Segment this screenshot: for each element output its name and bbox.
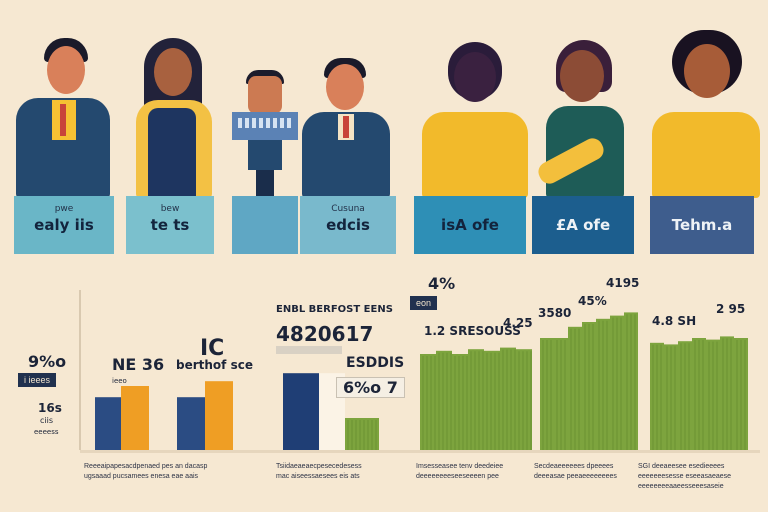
group-2-bar-1-1 bbox=[177, 397, 205, 450]
group-6-bars bbox=[650, 336, 748, 450]
plaque-5: isA ofe bbox=[414, 196, 526, 254]
person-2 bbox=[134, 38, 214, 198]
group4-percent: 4% bbox=[428, 274, 456, 293]
caption-1-line-2: ugsaaad pucsamees enesa eae aais bbox=[84, 473, 199, 480]
group-2-bars bbox=[177, 381, 233, 450]
person-4 bbox=[300, 58, 392, 198]
group4-label-2: 4.25 bbox=[503, 316, 533, 330]
group-1-bars bbox=[95, 386, 149, 450]
caption-1-line-1: Reeeaipapesacdpenaed pes an dacasp bbox=[84, 463, 208, 470]
caption-5: SGI deeaeesee esedieeees eeeeeeesesse es… bbox=[638, 462, 731, 492]
group-4-bars bbox=[420, 347, 532, 450]
group6-label: 4.8 SH bbox=[652, 314, 697, 328]
caption-4: Secdeaeeeeees dpeeees deeeasae peeaeeeee… bbox=[534, 462, 617, 482]
person-5 bbox=[418, 42, 530, 198]
group1-small: ieeo bbox=[112, 377, 127, 385]
group6-label-2: 2 95 bbox=[716, 302, 746, 316]
left-small-1: 16s bbox=[38, 401, 62, 415]
left-tag: i ieees bbox=[18, 373, 57, 387]
group3-sub: ESDDIS bbox=[346, 355, 405, 371]
plaque-2-main: te ts bbox=[150, 216, 190, 234]
group5-label: 3580 bbox=[538, 306, 572, 320]
caption-5-line-2: eeeeeeesesse eseeasaeaese bbox=[638, 473, 732, 480]
caption-3-line-2: deeeeeeeeseeseeeen pee bbox=[416, 473, 499, 480]
person-6 bbox=[534, 40, 626, 198]
caption-5-line-3: eeeeeeeeaaeesseeesaseie bbox=[638, 483, 724, 490]
group3-title: ENBL BERFOST EENS bbox=[276, 304, 393, 315]
group-4-bar-1-6 bbox=[500, 347, 516, 450]
group5-top: 4195 bbox=[606, 276, 640, 290]
group-4-bar-1-4 bbox=[468, 349, 484, 450]
group2-big: IC bbox=[200, 336, 225, 361]
left-percent: 9%o bbox=[28, 352, 67, 371]
caption-2: Tsiidaeaeaecpesecedesess mac aiseessaese… bbox=[276, 462, 362, 482]
plaque-6-main: £A ofe bbox=[555, 216, 611, 234]
group3-value-underline bbox=[276, 346, 342, 354]
person-7 bbox=[650, 30, 762, 198]
plaque-1: pwe ealy iis bbox=[14, 196, 114, 254]
group2-label: berthof sce bbox=[176, 358, 253, 372]
left-small-3: eeeess bbox=[34, 428, 59, 436]
group-4-bar-1-5 bbox=[484, 350, 500, 450]
plaque-2-sub: bew bbox=[160, 204, 180, 214]
caption-4-line-1: Secdeaeeeeees dpeeees bbox=[534, 463, 614, 470]
group-4-bar-1-7 bbox=[516, 349, 532, 450]
group3-box: 6%o 7 bbox=[336, 377, 405, 398]
caption-2-line-2: mac aiseessaesees eis ats bbox=[276, 473, 360, 480]
caption-2-line-1: Tsiidaeaeaecpesecedesess bbox=[276, 463, 362, 470]
group5-label-2: 45% bbox=[578, 294, 607, 308]
caption-5-line-1: SGI deeaeesee esedieeees bbox=[638, 463, 725, 470]
group-3-bar-3-1 bbox=[345, 418, 379, 450]
group-3-bar-1-1 bbox=[283, 373, 319, 450]
plaque-7-main: Tehm.a bbox=[671, 216, 733, 234]
caption-3-line-1: Imsesseasee tenv deedeiee bbox=[416, 463, 504, 470]
plaque-4: Cusuna edcis bbox=[300, 196, 396, 254]
plaque-4-main: edcis bbox=[326, 216, 370, 234]
plaque-2: bew te ts bbox=[126, 196, 214, 254]
plaque-5-main: isA ofe bbox=[441, 216, 499, 234]
group-4-bar-1-2 bbox=[436, 350, 452, 450]
plaque-7: Tehm.a bbox=[650, 196, 754, 254]
group4-tag: eon bbox=[410, 296, 438, 310]
person-1 bbox=[14, 38, 114, 198]
plaque-4-sub: Cusuna bbox=[331, 204, 365, 214]
plaque-6: £A ofe bbox=[532, 196, 634, 254]
chart-baseline bbox=[80, 450, 760, 453]
group-2-bar-2-1 bbox=[205, 381, 233, 450]
group-5-bars bbox=[540, 312, 638, 450]
group3-value: 4820617 bbox=[276, 322, 374, 346]
group4-label: 1.2 SRESOUSS bbox=[424, 324, 521, 338]
plaque-3 bbox=[232, 196, 298, 254]
caption-1: Reeeaipapesacdpenaed pes an dacasp ugsaa… bbox=[84, 462, 207, 482]
group1-label: NE 36 bbox=[112, 355, 165, 374]
plaque-1-sub: pwe bbox=[54, 204, 74, 214]
group-4-bar-1-3 bbox=[452, 354, 468, 450]
plaque-1-main: ealy iis bbox=[34, 216, 94, 234]
group-4-bar-1-1 bbox=[420, 354, 436, 450]
caption-3: Imsesseasee tenv deedeiee deeeeeeeeseese… bbox=[416, 462, 503, 482]
caption-4-line-2: deeeasae peeaeeeeeeees bbox=[534, 473, 617, 480]
group-1-bar-2-1 bbox=[121, 386, 149, 450]
group-1-bar-1-1 bbox=[95, 397, 121, 450]
left-small-2: ciis bbox=[40, 416, 54, 425]
